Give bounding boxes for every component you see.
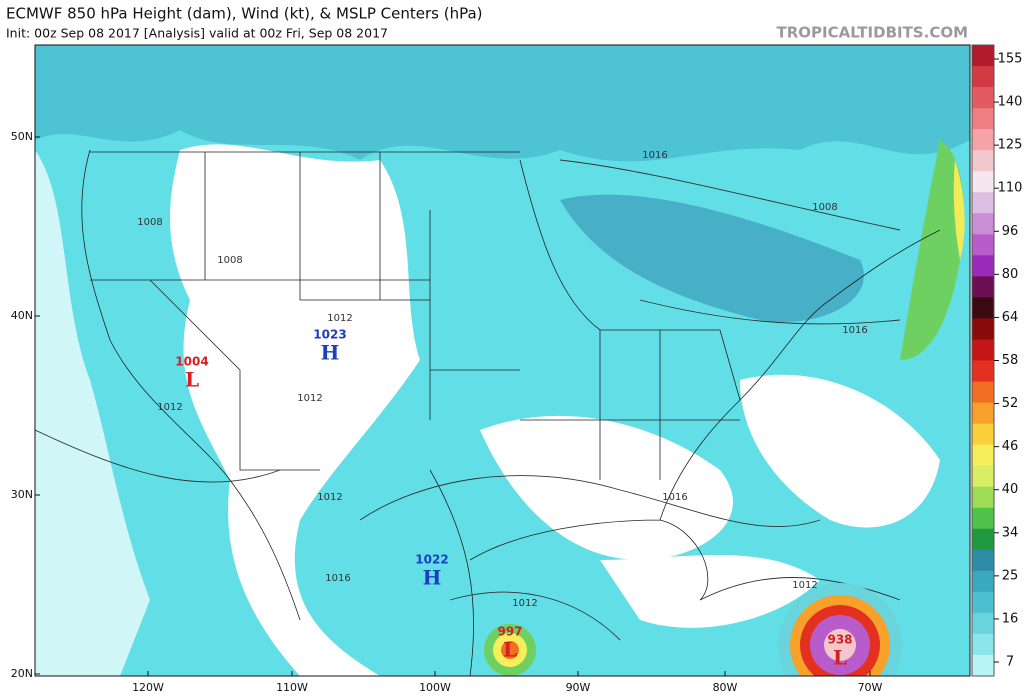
isobar-label: 1012 [792,580,817,591]
colorbar-swatch [972,444,994,467]
center-symbol: L [503,638,517,662]
center-value: 1022 [415,553,448,567]
lon-label: 80W [713,681,738,694]
colorbar-label: 34 [1002,525,1019,540]
colorbar-swatch [972,213,994,235]
colorbar-swatch [972,633,994,656]
isobar-label: 1016 [842,325,867,336]
isobars [35,159,901,641]
colorbar-swatch [972,150,994,172]
colorbar-label: 125 [998,138,1023,153]
colorbar-swatch [972,234,994,256]
colorbar-label: 140 [998,95,1023,110]
colorbar-swatch [972,507,994,530]
colorbar-swatch [972,591,994,614]
isobar-label: 1012 [157,402,182,413]
center-symbol: L [185,368,199,392]
colorbar: 155 140 125 110 96 80 64 58 52 46 40 34 25 16 7 [971,44,1023,677]
hurricane-katia [484,624,536,676]
colorbar-label: 52 [1002,396,1019,411]
colorbar-swatch [972,549,994,572]
isobar-label: 1012 [297,393,322,404]
colorbar-label: 64 [1002,310,1019,325]
subtitle: Init: 00z Sep 08 2017 [Analysis] valid a… [6,26,388,41]
state-borders [81,149,941,676]
isobar-label: 1012 [317,492,342,503]
isobar-label: 1008 [812,202,837,213]
lon-label: 70W [858,681,883,694]
colorbar-swatch [972,192,994,214]
map-field [35,45,970,676]
lon-label: 110W [276,681,308,694]
colorbar-swatch [972,654,994,677]
colorbar-label: 110 [998,181,1023,196]
isobar-label: 1012 [512,598,537,609]
lat-label: 30N [11,488,33,501]
lon-label: 100W [419,681,451,694]
colorbar-swatch [972,339,994,361]
colorbar-label: 7 [1006,655,1014,670]
colorbar-swatch [972,570,994,593]
colorbar-swatch [972,255,994,277]
colorbar-swatch [972,45,994,67]
colorbar-label: 25 [1002,568,1019,583]
center-value: 1004 [175,355,208,369]
colorbar-swatch [972,360,994,383]
colorbar-label: 96 [1002,224,1019,239]
center-value: 1023 [313,328,346,342]
colorbar-swatch [972,129,994,151]
colorbar-swatch [972,318,994,340]
colorbar-label: 80 [1002,267,1019,282]
lat-label: 50N [11,130,33,143]
isobar-label: 1012 [327,313,352,324]
center-value: 997 [497,625,522,639]
colorbar-swatch [972,423,994,446]
map-frame [34,44,971,677]
title: ECMWF 850 hPa Height (dam), Wind (kt), &… [6,5,483,23]
center-symbol: L [833,646,847,670]
colorbar-swatch [972,108,994,130]
colorbar-swatch [972,171,994,193]
lon-label: 120W [132,681,164,694]
colorbar-swatch [972,276,994,298]
center-value: 938 [827,633,852,647]
colorbar-label: 16 [1002,611,1019,626]
isobar-label: 1016 [642,150,667,161]
isobar-label: 1016 [662,492,687,503]
site-name: TROPICALTIDBITS.COM [777,24,969,42]
colorbar-label: 58 [1002,353,1019,368]
colorbar-swatch [972,486,994,509]
colorbar-swatch [972,297,994,319]
colorbar-swatch [972,612,994,635]
center-symbol: H [321,341,340,365]
lon-label: 90W [566,681,591,694]
colorbar-swatch [972,66,994,88]
colorbar-swatch [972,87,994,109]
isobar-label: 1008 [217,255,242,266]
colorbar-label: 46 [1002,439,1019,454]
lat-label: 40N [11,309,33,322]
colorbar-swatch [972,528,994,551]
lat-label: 20N [11,667,33,680]
isobar-label: 1016 [325,573,350,584]
colorbar-swatch [972,381,994,404]
hurricane-irma [778,583,902,676]
center-symbol: H [423,566,442,590]
colorbar-swatch [972,402,994,425]
colorbar-swatch [972,465,994,488]
colorbar-label: 40 [1002,482,1019,497]
colorbar-label: 155 [998,52,1023,67]
isobar-label: 1008 [137,217,162,228]
